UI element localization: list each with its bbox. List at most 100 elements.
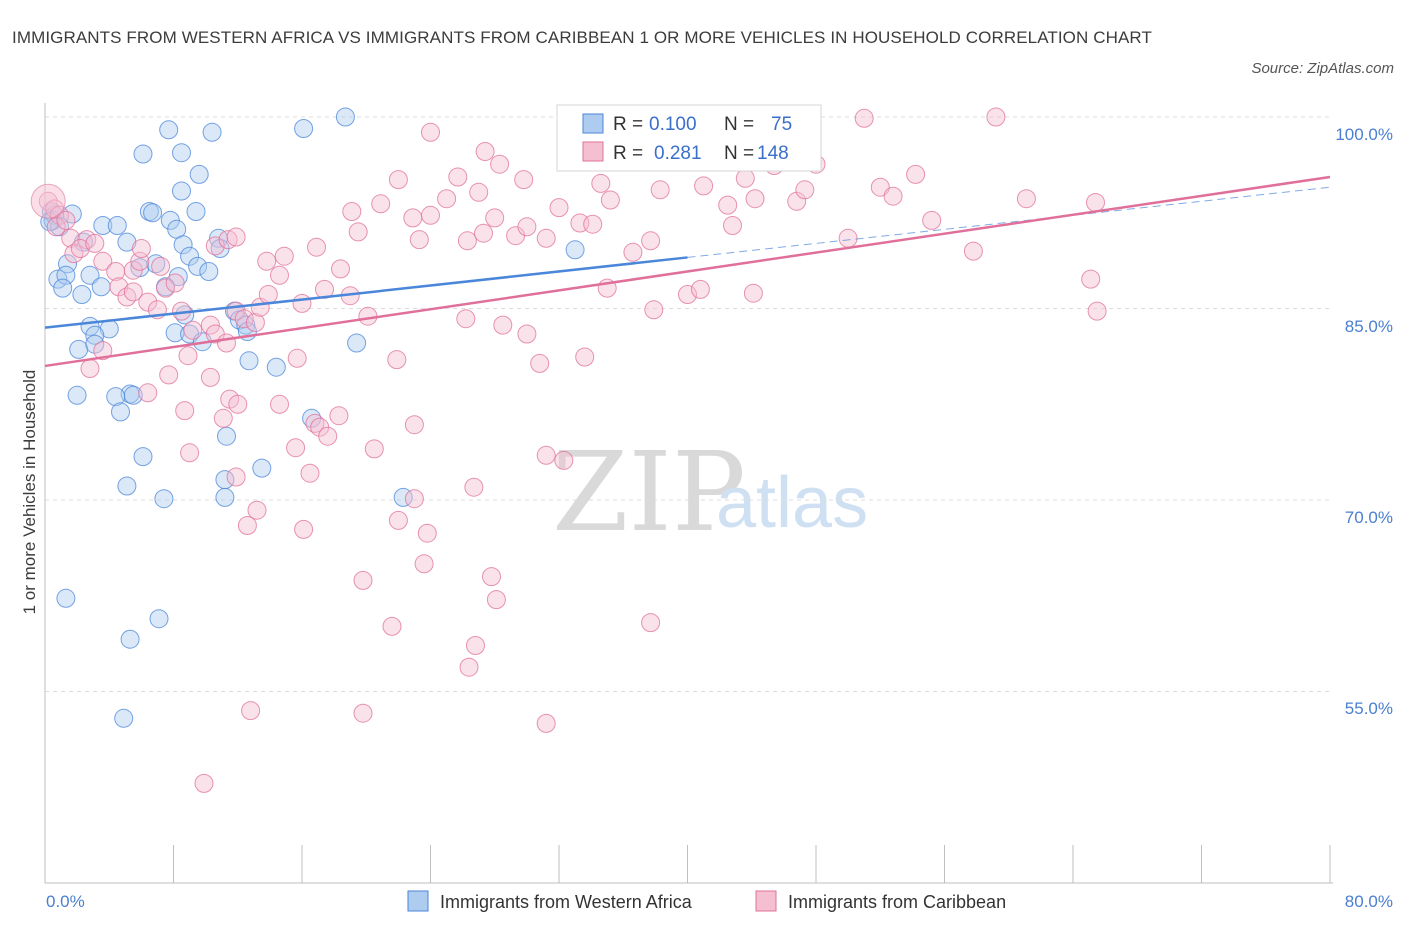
data-point-caribbean [387, 350, 407, 370]
y-axis-label: 1 or more Vehicles in Household [20, 370, 39, 615]
data-point-caribbean [151, 256, 171, 276]
data-point-caribbean [61, 228, 81, 248]
data-point-western-africa [159, 120, 179, 140]
data-point-caribbean [723, 216, 742, 235]
data-point-western-africa [53, 278, 73, 298]
data-point-caribbean [437, 189, 457, 209]
data-point-caribbean [159, 365, 179, 385]
data-point-caribbean [156, 278, 175, 298]
data-point-caribbean [200, 367, 220, 387]
data-point-caribbean [854, 108, 874, 128]
data-point-caribbean [183, 320, 203, 340]
data-point-western-africa [188, 256, 208, 276]
data-point-western-africa [133, 447, 153, 467]
data-point-western-africa [143, 203, 163, 223]
data-point-caribbean [745, 189, 765, 209]
data-point-caribbean [80, 359, 100, 378]
data-point-caribbean [241, 701, 261, 721]
data-point-caribbean [417, 523, 437, 543]
data-point-caribbean [883, 186, 903, 206]
trend-lines [44, 175, 1331, 368]
data-point-western-africa [565, 240, 585, 260]
data-point-western-africa [239, 351, 259, 371]
data-point-caribbean [1016, 189, 1036, 209]
data-point-caribbean [274, 246, 294, 266]
data-point-caribbean [270, 394, 289, 414]
data-point-caribbean [490, 154, 510, 174]
data-point-caribbean [123, 282, 143, 302]
data-point-caribbean [459, 657, 479, 677]
data-point-caribbean [922, 210, 942, 230]
data-point-caribbean [237, 516, 257, 535]
data-point-western-africa [215, 487, 235, 507]
data-point-caribbean [131, 239, 151, 258]
data-point-caribbean [117, 287, 137, 307]
data-point-caribbean [234, 309, 254, 329]
data-point-western-africa [85, 334, 105, 354]
data-point-caribbean [536, 445, 556, 465]
data-point-caribbean [382, 616, 402, 636]
data-point-caribbean [475, 142, 495, 161]
data-point-caribbean [194, 773, 214, 793]
data-point-caribbean [180, 443, 200, 463]
data-point-caribbean [694, 176, 714, 196]
data-point-western-africa [217, 426, 236, 446]
data-point-western-africa [180, 246, 200, 266]
watermark-zip: ZIP [552, 428, 746, 556]
data-point-caribbean [743, 283, 763, 303]
data-point-caribbean [226, 227, 246, 247]
data-point-caribbean [644, 300, 664, 320]
data-point-caribbean [591, 173, 611, 193]
data-point-caribbean [575, 347, 595, 367]
stats-blue-n-value: 75 [771, 114, 792, 135]
data-point-western-africa [106, 387, 126, 407]
data-point-caribbean [205, 236, 225, 256]
data-point-caribbean [838, 228, 858, 248]
legend-swatch-western-africa [407, 890, 429, 912]
data-point-caribbean [906, 164, 926, 184]
data-point-caribbean [64, 244, 84, 264]
data-point-western-africa [114, 708, 134, 728]
data-point-caribbean [641, 231, 661, 251]
y-tick-label-85: 85.0% [1345, 317, 1393, 336]
data-point-caribbean [388, 510, 408, 530]
data-point-caribbean [404, 489, 424, 509]
data-point-western-africa [133, 144, 153, 164]
data-point-caribbean [294, 519, 314, 539]
data-point-caribbean [690, 279, 710, 299]
data-point-caribbean [718, 195, 738, 215]
y-tick-label-70: 70.0% [1345, 508, 1393, 527]
data-point-caribbean [457, 231, 477, 251]
data-point-caribbean [331, 259, 350, 279]
data-point-western-africa [120, 629, 140, 649]
data-point-caribbean [409, 230, 429, 250]
trend-line-western-africa [44, 256, 688, 329]
data-point-caribbean [421, 205, 440, 225]
data-point-western-africa [72, 285, 92, 304]
data-point-caribbean [650, 180, 670, 200]
stats-pink-n-label: N = [724, 143, 754, 164]
data-point-caribbean [735, 168, 755, 188]
stats-pink-r-value: 0.281 [654, 143, 702, 164]
data-point-caribbean [218, 230, 238, 250]
data-point-caribbean [485, 208, 505, 228]
stats-blue-r-label: R = [613, 114, 643, 135]
legend-label-caribbean: Immigrants from Caribbean [788, 892, 1006, 912]
data-point-caribbean [175, 401, 195, 421]
data-point-caribbean [318, 426, 338, 446]
data-point-caribbean [583, 214, 603, 234]
data-point-caribbean [165, 273, 185, 293]
x-tick-label-min: 0.0% [46, 892, 85, 911]
data-point-caribbean [353, 570, 373, 590]
data-point-western-africa [252, 458, 272, 478]
data-point-caribbean [258, 285, 278, 304]
axes [44, 103, 1333, 884]
data-point-western-africa [69, 339, 89, 359]
watermark-atlas: atlas [716, 463, 868, 543]
data-point-western-africa [172, 181, 191, 201]
data-point-caribbean [678, 285, 697, 304]
data-point-caribbean [1087, 301, 1107, 321]
source-label: Source: ZipAtlas.com [1251, 60, 1394, 77]
data-point-caribbean [217, 333, 236, 353]
data-point-caribbean [536, 713, 556, 733]
